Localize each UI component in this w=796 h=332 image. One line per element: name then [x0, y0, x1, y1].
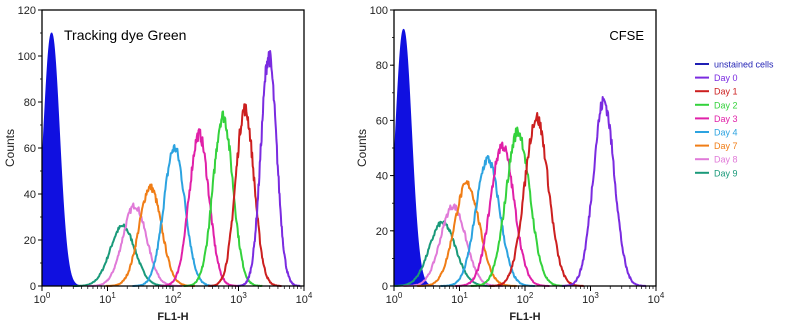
legend-item-day-0: Day 0: [695, 73, 738, 83]
x-tick-label: 100: [34, 291, 51, 306]
x-tick-label: 103: [230, 291, 247, 306]
x-tick-label: 103: [582, 291, 599, 306]
histogram-day-8: [403, 203, 504, 287]
histogram-day-2: [470, 126, 566, 287]
y-tick-label: 60: [24, 143, 36, 155]
histogram-day-4: [132, 144, 217, 287]
histogram-day-8: [87, 202, 183, 287]
y-tick-label: 20: [24, 235, 36, 247]
x-tick-label: 102: [517, 291, 534, 306]
histogram-day-4: [440, 155, 536, 287]
histogram-curves: [41, 32, 301, 287]
histogram-day-1: [207, 103, 282, 287]
x-axis-label: FL1-H: [509, 311, 540, 323]
legend-label: unstained cells: [714, 60, 774, 70]
y-axis: 0 20 40 60 80 100 Counts: [355, 5, 394, 293]
histogram-day-3: [454, 141, 550, 287]
legend-label: Day 9: [714, 168, 738, 178]
y-tick-label: 0: [30, 281, 36, 293]
y-axis-label: Counts: [355, 129, 369, 167]
y-tick-label: 80: [376, 60, 388, 72]
y-axis: 0 20 40 60 80 100 120 Counts: [3, 5, 42, 293]
y-tick-label: 0: [382, 281, 388, 293]
y-tick-label: 100: [18, 51, 36, 63]
legend-item-day-8: Day 8: [695, 155, 738, 165]
legend-item-day-2: Day 2: [695, 100, 738, 110]
x-axis-label: FL1-H: [157, 311, 188, 323]
legend-item-day-7: Day 7: [695, 141, 738, 151]
y-axis-label: Counts: [3, 129, 17, 167]
x-tick-label: 104: [296, 291, 313, 306]
legend-label: Day 4: [714, 128, 738, 138]
legend-label: Day 0: [714, 73, 738, 83]
histogram-day-0: [236, 49, 301, 287]
histogram-day-3: [159, 128, 239, 287]
histogram-day-0: [561, 95, 647, 287]
histogram-panel-cfse: 0 20 40 60 80 100 Counts 100 101 102 103 104 FL1-H CF…: [355, 5, 665, 323]
plot-frame: [393, 9, 657, 287]
y-tick-label: 20: [376, 226, 388, 238]
legend-item-day-3: Day 3: [695, 114, 738, 124]
histogram-day-7: [416, 180, 518, 287]
x-tick-label: 100: [386, 291, 403, 306]
y-tick-label: 60: [376, 115, 388, 127]
legend-label: Day 3: [714, 114, 738, 124]
legend-label: Day 8: [714, 155, 738, 165]
panel-title: Tracking dye Green: [64, 27, 186, 43]
histogram-day-1: [489, 112, 585, 287]
x-axis: 100 101 102 103 104 FL1-H: [386, 286, 665, 323]
legend-item-unstained-cells: unstained cells: [695, 60, 774, 70]
x-tick-label: 104: [648, 291, 665, 306]
x-tick-label: 102: [165, 291, 182, 306]
x-tick-label: 101: [451, 291, 468, 306]
legend-item-day-4: Day 4: [695, 128, 738, 138]
legend-item-day-9: Day 9: [695, 168, 738, 178]
unstained-cells-histogram: [393, 28, 457, 287]
legend-label: Day 7: [714, 141, 738, 151]
legend: unstained cells Day 0 Day 1 Day 2 Day 3 Day 4…: [695, 60, 774, 178]
legend-label: Day 2: [714, 100, 738, 110]
y-tick-label: 40: [376, 171, 388, 183]
y-tick-label: 80: [24, 97, 36, 109]
x-axis: 100 101 102 103 104 FL1-H: [34, 286, 313, 323]
x-tick-label: 101: [99, 291, 116, 306]
histogram-day-7: [105, 183, 196, 287]
histogram-panel-tracking-dye: 0 20 40 60 80 100 120 Counts 100 101 102 103 104 FL1-…: [3, 5, 313, 323]
y-tick-label: 100: [370, 5, 388, 17]
legend-label: Day 1: [714, 87, 738, 97]
y-tick-label: 40: [24, 189, 36, 201]
unstained-cells-histogram: [41, 32, 105, 287]
histogram-day-9: [72, 223, 173, 287]
legend-item-day-1: Day 1: [695, 87, 738, 97]
histogram-day-2: [183, 110, 263, 287]
histogram-curves: [393, 28, 647, 287]
panel-title: CFSE: [609, 28, 644, 43]
y-tick-label: 120: [18, 5, 36, 17]
